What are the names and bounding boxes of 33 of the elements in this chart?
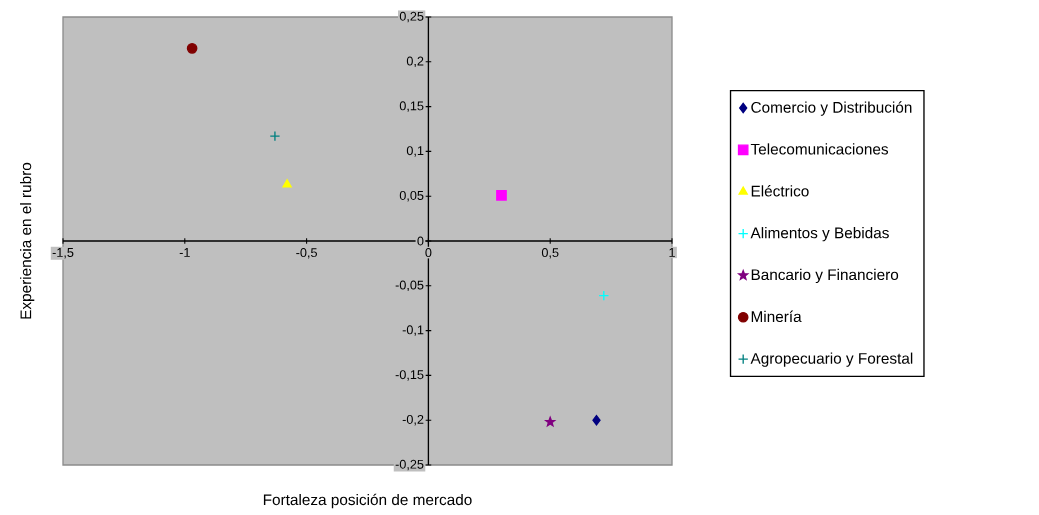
legend-label: Telecomunicaciones — [750, 143, 889, 155]
y-tick-label: 0 — [417, 236, 424, 246]
point — [598, 290, 610, 301]
y-tick-label: -0,1 — [402, 325, 424, 336]
point — [269, 130, 281, 142]
y-tick-label: -0,15 — [395, 370, 424, 381]
point — [282, 179, 292, 188]
x-tick-label: 1 — [669, 248, 675, 257]
y-tick-label: -0,2 — [402, 414, 424, 426]
y-tick-label: -0,25 — [395, 459, 424, 471]
legend-label: Alimentos y Bebidas — [750, 227, 889, 242]
legend-label: Eléctrico — [751, 185, 809, 197]
y-tick-label: 0,25 — [399, 11, 424, 23]
x-tick-label: 0 — [425, 248, 432, 258]
y-tick-label: 0,2 — [406, 56, 424, 68]
y-tick-label: -0,05 — [395, 280, 424, 292]
x-axis-title: Fortaleza posición de mercado — [263, 493, 472, 509]
x-tick-label: -1,5 — [52, 248, 74, 259]
legend-label: Comercio y Distribución — [751, 101, 912, 116]
y-axis-title: Experiencia en el rubro — [20, 162, 35, 319]
point — [545, 416, 556, 427]
point — [592, 414, 601, 426]
y-tick-label: 0,15 — [399, 101, 424, 112]
point — [496, 189, 507, 201]
x-tick-label: -0,5 — [296, 248, 317, 259]
legend-label: Minería — [751, 310, 802, 323]
legend-label: Bancario y Financiero — [751, 268, 899, 284]
legend-label: Agropecuario y Forestal — [750, 352, 913, 367]
x-tick-label: -1 — [179, 248, 190, 257]
y-tick-label: 0,05 — [399, 190, 424, 202]
x-tick-label: 0,5 — [541, 248, 559, 259]
y-tick-label: 0,1 — [406, 146, 424, 157]
point — [186, 43, 198, 54]
